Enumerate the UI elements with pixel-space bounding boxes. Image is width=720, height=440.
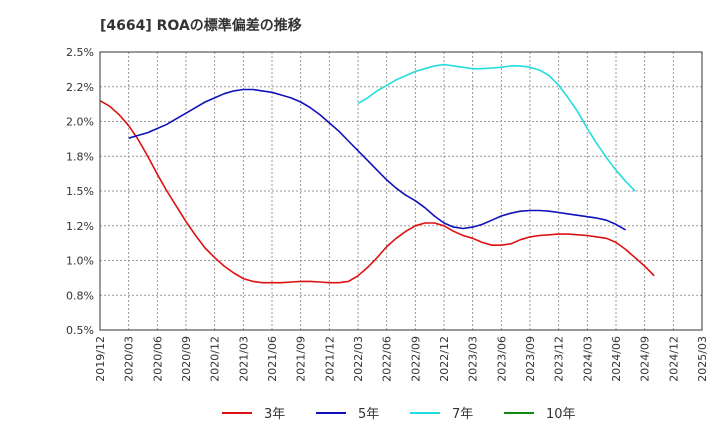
series-line-3年 bbox=[99, 100, 655, 284]
x-tick-label: 2021/09 bbox=[295, 336, 308, 382]
y-tick-label: 0.8% bbox=[66, 289, 94, 302]
x-tick-label: 2023/09 bbox=[524, 336, 537, 382]
x-tick-label: 2025/03 bbox=[696, 336, 709, 382]
series-line-7年 bbox=[357, 63, 636, 192]
x-tick-label: 2020/06 bbox=[151, 336, 164, 382]
x-tick-label: 2021/03 bbox=[237, 336, 250, 382]
x-tick-label: 2022/12 bbox=[438, 336, 451, 382]
x-tick-label: 2023/06 bbox=[495, 336, 508, 382]
y-tick-label: 0.5% bbox=[66, 324, 94, 337]
x-tick-label: 2024/12 bbox=[667, 336, 680, 382]
legend-label-5年: 5年 bbox=[358, 407, 379, 422]
x-tick-label: 2023/03 bbox=[467, 336, 480, 382]
x-tick-label: 2024/09 bbox=[639, 336, 652, 382]
y-tick-label: 1.8% bbox=[66, 150, 94, 163]
x-tick-label: 2024/03 bbox=[581, 336, 594, 382]
x-tick-label: 2023/12 bbox=[553, 336, 566, 382]
y-tick-label: 2.5% bbox=[66, 46, 94, 59]
x-tick-label: 2021/12 bbox=[323, 336, 336, 382]
legend-label-3年: 3年 bbox=[264, 407, 285, 422]
legend-label-7年: 7年 bbox=[452, 407, 473, 422]
chart-title: [4664] ROAの標準偏差の推移 bbox=[100, 17, 302, 34]
plot-border bbox=[99, 51, 703, 331]
y-tick-label: 1.0% bbox=[66, 255, 94, 268]
x-tick-label: 2019/12 bbox=[94, 336, 107, 382]
x-tick-label: 2020/09 bbox=[180, 336, 193, 382]
legend-label-10年: 10年 bbox=[546, 407, 576, 422]
x-tick-label: 2021/06 bbox=[266, 336, 279, 382]
x-tick-label: 2020/03 bbox=[123, 336, 136, 382]
x-tick-label: 2022/09 bbox=[409, 336, 422, 382]
y-tick-label: 1.2% bbox=[66, 220, 94, 233]
y-tick-label: 2.0% bbox=[66, 116, 94, 129]
y-tick-label: 2.2% bbox=[66, 81, 94, 94]
x-tick-label: 2022/06 bbox=[381, 336, 394, 382]
x-tick-label: 2022/03 bbox=[352, 336, 365, 382]
series-layer bbox=[99, 63, 655, 284]
x-tick-label: 2020/12 bbox=[209, 336, 222, 382]
series-line-5年 bbox=[128, 88, 626, 231]
x-tick-label: 2024/06 bbox=[610, 336, 623, 382]
y-axis-ticks: 0.5% 0.8% 1.0% 1.2% 1.5% 1.8% 2.0% 2.2% 2.5% bbox=[66, 46, 94, 337]
legend: 3年 5年 7年 10年 bbox=[222, 407, 576, 422]
grid-layer bbox=[100, 52, 702, 330]
x-axis-ticks: 2019/12 2020/03 2020/06 2020/09 2020/12 2021/… bbox=[94, 336, 709, 382]
y-tick-label: 1.5% bbox=[66, 185, 94, 198]
